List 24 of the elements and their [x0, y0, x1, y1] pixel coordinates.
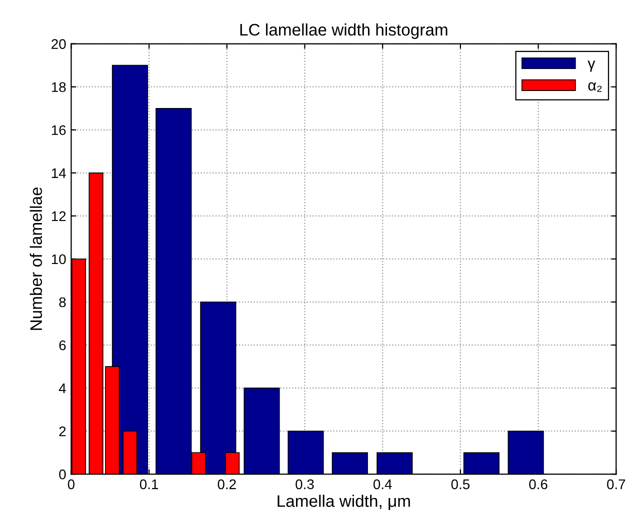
y-tick-label: 2	[59, 426, 66, 436]
x-tick-label: 0.6	[529, 479, 548, 490]
y-tick-label: 10	[52, 254, 66, 264]
y-tick-label: 12	[52, 211, 66, 221]
x-tick-label: 0.4	[373, 479, 392, 490]
y-tick-label: 18	[52, 82, 66, 92]
y-tick-label: 4	[58, 384, 66, 394]
y-tick-label: 20	[52, 39, 66, 49]
x-tick-label: 0.7	[607, 479, 626, 490]
legend-label: γ	[588, 60, 596, 72]
x-tick-label: 0.1	[140, 479, 158, 490]
y-tick-label: 8	[59, 297, 66, 308]
y-tick-label: 6	[59, 340, 66, 350]
y-axis-title: Number of lamellae	[30, 187, 42, 330]
x-tick-label: 0	[68, 479, 75, 490]
x-axis-title: Lamella width, μm	[278, 494, 410, 510]
y-tick-label: 14	[52, 168, 66, 178]
y-tick-label: 0	[59, 469, 66, 480]
legend-label: α₂	[588, 82, 602, 92]
x-tick-label: 0.3	[296, 479, 314, 490]
y-tick-label: 16	[52, 125, 66, 136]
x-tick-label: 0.2	[218, 479, 236, 490]
chart-title: LC lamellae width histogram	[240, 23, 448, 39]
x-tick-label: 0.5	[451, 479, 470, 490]
